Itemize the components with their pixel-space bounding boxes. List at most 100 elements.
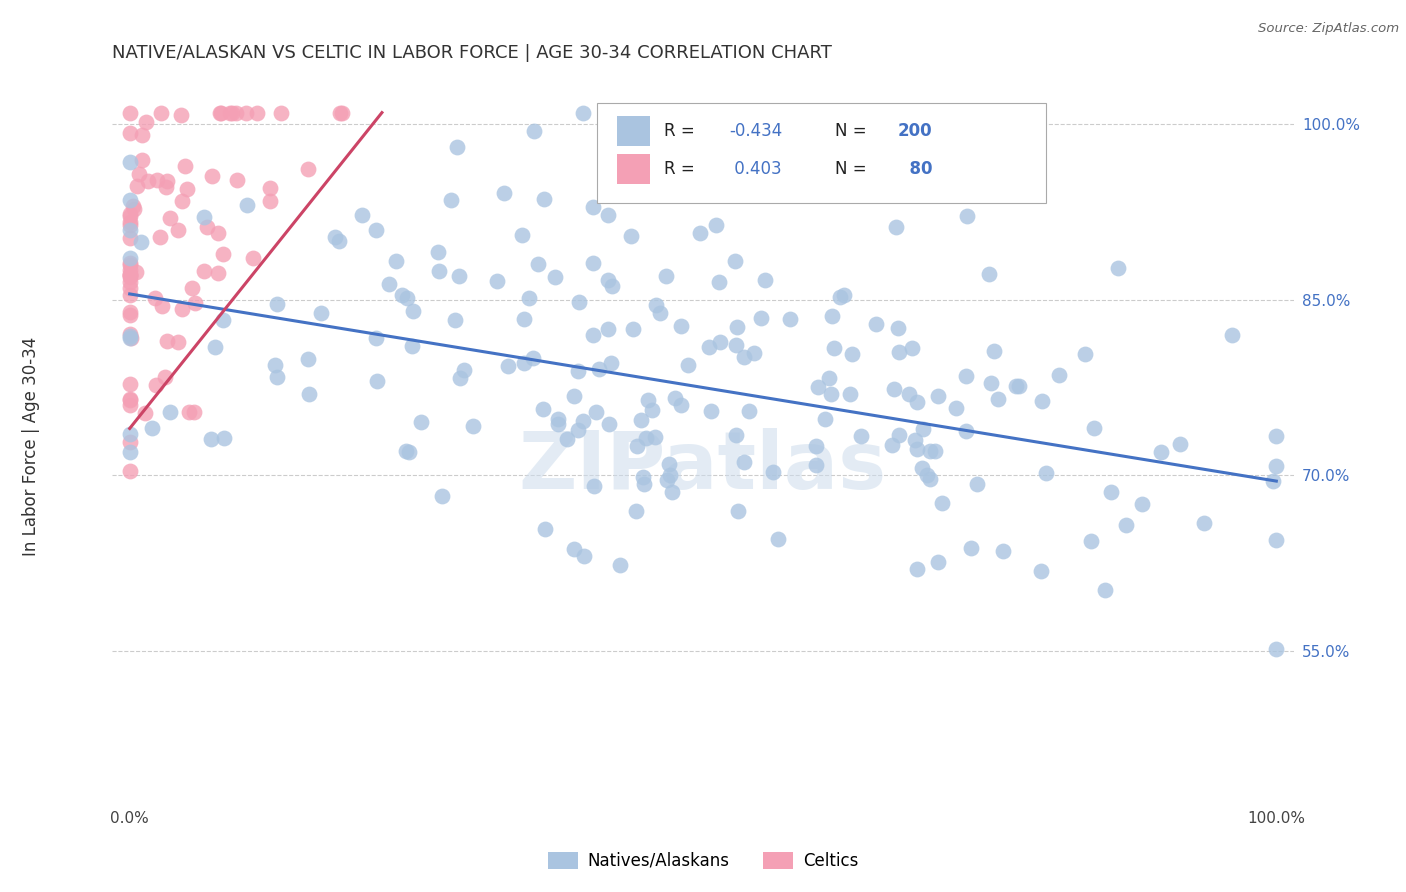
Text: ZIPatlas: ZIPatlas [519, 428, 887, 507]
Point [221, 105, 243, 120]
Point [297, 387, 319, 401]
Point [880, 438, 903, 452]
Point [513, 356, 536, 370]
Point [1083, 420, 1105, 434]
Point [118, 392, 141, 407]
Point [378, 277, 401, 292]
Point [118, 230, 141, 244]
Point [983, 344, 1005, 359]
Point [517, 291, 540, 305]
Point [510, 227, 533, 242]
Point [332, 105, 354, 120]
Point [630, 412, 652, 426]
Point [955, 368, 977, 383]
Point [398, 445, 420, 459]
Point [128, 167, 150, 181]
Point [806, 458, 828, 472]
Legend: Natives/Alaskans, Celtics: Natives/Alaskans, Celtics [541, 845, 865, 877]
FancyBboxPatch shape [617, 154, 650, 184]
Point [141, 421, 163, 435]
Text: R =: R = [664, 121, 700, 139]
Point [724, 254, 747, 268]
Point [266, 297, 288, 311]
Point [209, 105, 232, 120]
Point [242, 251, 264, 265]
Point [366, 374, 388, 388]
Point [212, 246, 235, 260]
Point [156, 174, 179, 188]
Point [118, 326, 141, 341]
Point [1094, 583, 1116, 598]
Point [225, 105, 247, 120]
Point [259, 194, 281, 209]
Point [884, 220, 907, 235]
Point [700, 404, 723, 418]
Point [193, 210, 215, 224]
Point [118, 193, 141, 207]
Point [904, 433, 927, 447]
Point [706, 218, 728, 232]
Point [644, 298, 666, 312]
Point [582, 200, 605, 214]
Point [980, 376, 1002, 391]
Point [1035, 466, 1057, 480]
Point [207, 226, 229, 240]
Point [167, 223, 190, 237]
Point [118, 263, 141, 277]
Point [246, 105, 269, 120]
Point [118, 154, 141, 169]
Point [1149, 445, 1171, 459]
Point [641, 402, 664, 417]
Point [149, 105, 172, 120]
Point [1261, 474, 1284, 488]
Point [236, 198, 259, 212]
Point [449, 371, 471, 385]
Point [440, 193, 463, 207]
Point [159, 405, 181, 419]
Point [658, 467, 681, 482]
Point [118, 304, 141, 318]
Point [841, 347, 863, 361]
Point [118, 269, 141, 284]
Point [129, 235, 152, 249]
Point [297, 351, 319, 366]
Point [562, 542, 585, 557]
Point [887, 428, 910, 442]
Point [1107, 260, 1129, 275]
Point [572, 105, 595, 120]
Point [664, 392, 686, 406]
Point [430, 489, 453, 503]
Point [118, 287, 141, 301]
Point [401, 338, 423, 352]
Point [567, 423, 589, 437]
FancyBboxPatch shape [617, 116, 650, 145]
Text: Source: ZipAtlas.com: Source: ZipAtlas.com [1258, 22, 1399, 36]
Point [596, 208, 619, 222]
Point [828, 290, 851, 304]
Point [118, 308, 141, 322]
Point [118, 398, 141, 412]
Point [1220, 328, 1243, 343]
Point [118, 464, 141, 478]
Point [323, 229, 346, 244]
Point [901, 341, 924, 355]
Point [661, 484, 683, 499]
Point [905, 442, 928, 456]
Point [145, 378, 167, 392]
Point [725, 338, 748, 352]
Point [409, 415, 432, 429]
Point [309, 306, 332, 320]
Point [725, 428, 748, 442]
Point [631, 470, 654, 484]
Text: 0.403: 0.403 [728, 161, 782, 178]
Point [170, 107, 193, 121]
Point [1130, 497, 1153, 511]
Point [678, 359, 700, 373]
Point [118, 267, 141, 281]
Point [749, 311, 772, 326]
Point [120, 330, 142, 344]
Point [125, 265, 148, 279]
Point [533, 192, 555, 206]
Point [865, 318, 887, 332]
Point [596, 273, 619, 287]
